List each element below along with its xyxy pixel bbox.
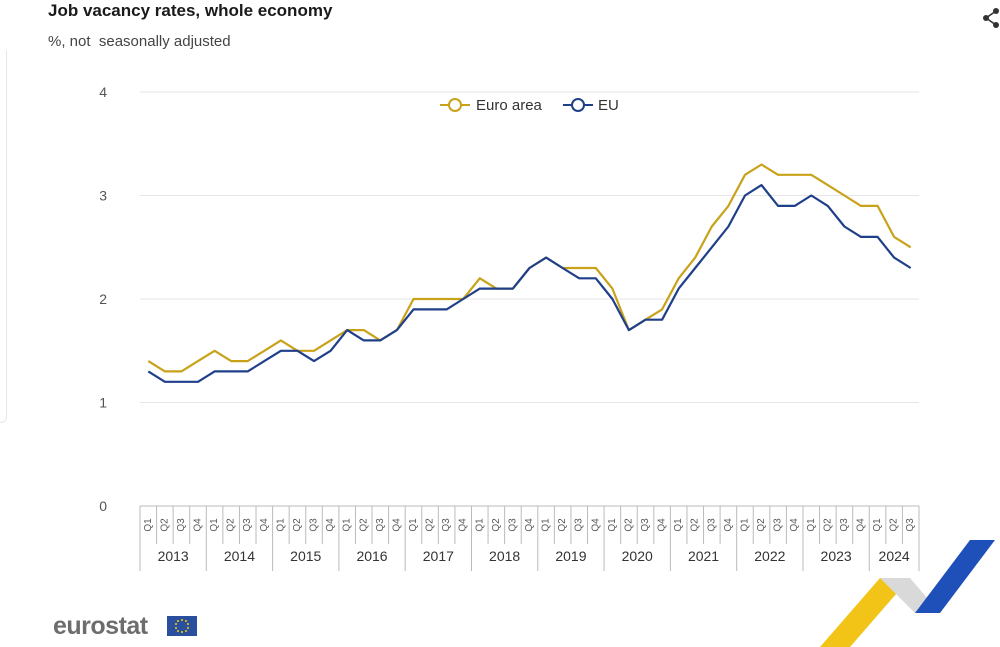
x-tick-label-quarter: Q1 [408, 518, 419, 532]
x-tick-label-year: 2023 [821, 548, 852, 564]
x-tick-label-quarter: Q1 [607, 518, 618, 532]
x-tick-label-quarter: Q2 [159, 518, 170, 532]
x-tick-label-quarter: Q4 [723, 518, 734, 532]
x-tick-label-quarter: Q1 [275, 518, 286, 532]
x-tick-label-quarter: Q4 [789, 518, 800, 532]
series-line-eu [147, 184, 912, 383]
x-tick-label-quarter: Q2 [623, 518, 634, 532]
x-tick-label-quarter: Q4 [657, 518, 668, 532]
x-tick-label-quarter: Q3 [242, 518, 253, 532]
x-tick-label-quarter: Q2 [557, 518, 568, 532]
x-tick-label-quarter: Q1 [541, 518, 552, 532]
x-tick-label-quarter: Q1 [474, 518, 485, 532]
x-tick-label-year: 2013 [158, 548, 189, 564]
x-tick-label-quarter: Q3 [507, 518, 518, 532]
legend-label: EU [598, 97, 619, 114]
grid [140, 91, 919, 403]
eurostat-logo: eurostat [53, 612, 148, 640]
x-tick-label-year: 2020 [622, 548, 653, 564]
x-tick-label-year: 2019 [555, 548, 586, 564]
x-tick-label-quarter: Q3 [706, 518, 717, 532]
x-tick-label-quarter: Q1 [673, 518, 684, 532]
x-tick-label-quarter: Q3 [375, 518, 386, 532]
x-tick-label-quarter: Q2 [690, 518, 701, 532]
x-tick-label-quarter: Q4 [193, 518, 204, 532]
y-tick-label: 3 [99, 188, 107, 204]
x-tick-label-quarter: Q4 [325, 518, 336, 532]
x-tick-label-quarter: Q1 [806, 518, 817, 532]
x-tick-label-year: 2016 [356, 548, 387, 564]
legend[interactable]: Euro area EU [440, 97, 619, 114]
x-tick-label-year: 2015 [290, 548, 321, 564]
y-tick-label: 4 [99, 84, 107, 100]
x-tick-label-quarter: Q2 [756, 518, 767, 532]
x-tick-label-year: 2021 [688, 548, 719, 564]
x-tick-label-quarter: Q4 [590, 518, 601, 532]
chart-subtitle: %, not seasonally adjusted [48, 33, 231, 50]
x-tick-label-quarter: Q3 [176, 518, 187, 532]
x-tick-label-quarter: Q4 [458, 518, 469, 532]
x-tick-label-quarter: Q4 [259, 518, 270, 532]
x-tick-label-quarter: Q1 [143, 518, 154, 532]
x-tick-label-quarter: Q3 [839, 518, 850, 532]
x-tick-label-year: 2018 [489, 548, 520, 564]
x-tick-label-quarter: Q3 [574, 518, 585, 532]
x-tick-label-quarter: Q3 [640, 518, 651, 532]
eu-flag-icon [167, 616, 197, 636]
x-tick-label-quarter: Q2 [226, 518, 237, 532]
x-tick-label-quarter: Q2 [889, 518, 900, 532]
x-tick-label-year: 2014 [224, 548, 255, 564]
y-axis: 0 1 2 3 4 [99, 84, 107, 514]
series-lines [147, 163, 912, 383]
x-tick-label-quarter: Q2 [358, 518, 369, 532]
y-tick-label: 0 [99, 498, 107, 514]
x-tick-label-quarter: Q4 [391, 518, 402, 532]
x-tick-label-quarter: Q2 [425, 518, 436, 532]
x-axis: Q1 Q2 Q3 Q4 Q1 Q2 Q3 Q4 Q1 Q2 Q3 Q4 Q1 Q2 Q3 Q4 Q1 Q2 Q3 Q4… [139, 505, 920, 571]
x-tick-label-quarter: Q1 [872, 518, 883, 532]
legend-item-eu[interactable]: EU [563, 97, 619, 114]
legend-label: Euro area [476, 97, 543, 114]
x-tick-label-year: 2024 [879, 548, 910, 564]
legend-marker [571, 98, 585, 112]
y-tick-label: 2 [99, 291, 107, 307]
chart-title: Job vacancy rates, whole economy [48, 1, 333, 20]
x-tick-label-quarter: Q3 [773, 518, 784, 532]
x-tick-label-quarter: Q1 [209, 518, 220, 532]
corner-decoration [820, 540, 995, 647]
x-tick-label-quarter: Q4 [855, 518, 866, 532]
x-tick-label-quarter: Q4 [524, 518, 535, 532]
x-tick-label-quarter: Q3 [309, 518, 320, 532]
x-tick-label-quarter: Q2 [292, 518, 303, 532]
legend-item-euro-area[interactable]: Euro area [440, 97, 543, 114]
x-tick-label-quarter: Q3 [441, 518, 452, 532]
x-tick-label-quarter: Q1 [739, 518, 750, 532]
legend-marker [448, 98, 462, 112]
x-tick-label-quarter: Q3 [905, 518, 916, 532]
x-tick-label-year: 2017 [423, 548, 454, 564]
x-tick-label-year: 2022 [754, 548, 785, 564]
x-tick-label-quarter: Q2 [491, 518, 502, 532]
x-tick-label-quarter: Q1 [342, 518, 353, 532]
x-tick-label-quarter: Q2 [822, 518, 833, 532]
share-icon[interactable] [982, 6, 1000, 30]
y-tick-label: 1 [99, 395, 107, 411]
